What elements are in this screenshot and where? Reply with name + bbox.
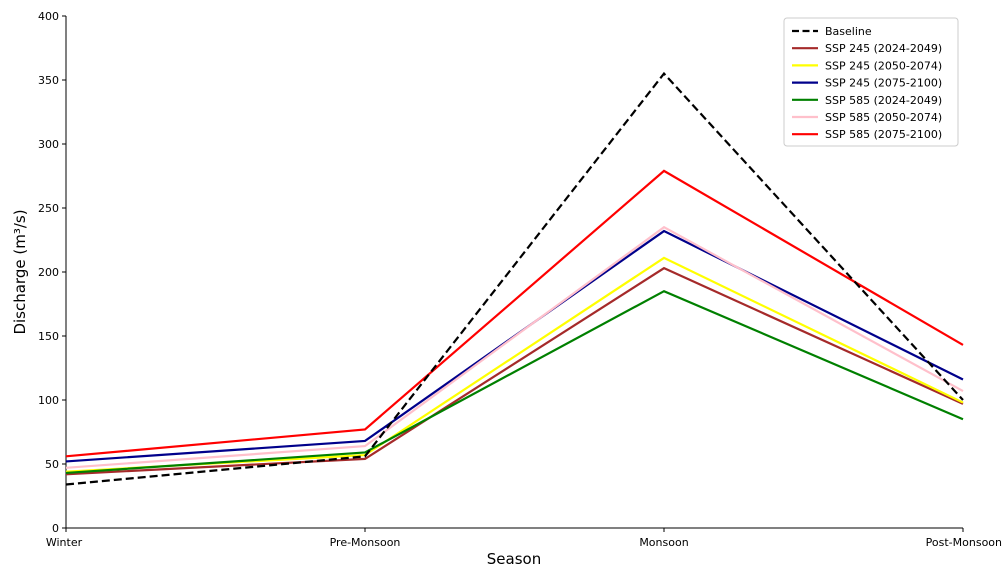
legend-frame <box>783 17 959 147</box>
y-axis-title: Discharge (m³/s) <box>11 209 29 334</box>
legend-label-5: SSP 585 (2050-2074) <box>825 111 942 124</box>
y-tick-label: 300 <box>38 138 59 151</box>
legend-label-2: SSP 245 (2050-2074) <box>825 59 942 72</box>
y-tick-label: 250 <box>38 202 59 215</box>
series-line-1 <box>65 266 964 476</box>
axes: 0 50 100 150 200 250 300 350 400 Winter Pre-Monsoo… <box>38 10 1002 549</box>
y-tick-label: 200 <box>38 266 59 279</box>
legend-label-1: SSP 245 (2024-2049) <box>825 42 942 55</box>
legend: Baseline SSP 245 (2024-2049) SSP 245 (2050… <box>783 17 959 147</box>
legend-label-0: Baseline <box>825 25 872 38</box>
x-tick-label: Winter <box>46 536 83 549</box>
y-tick-label: 0 <box>52 522 59 535</box>
x-axis-title: Season <box>487 550 541 568</box>
series-layer <box>65 71 964 486</box>
series-line-4 <box>65 289 964 475</box>
y-tick-label: 350 <box>38 74 59 87</box>
series-line-6 <box>65 169 964 458</box>
x-tick-label: Monsoon <box>639 536 688 549</box>
legend-label-4: SSP 585 (2024-2049) <box>825 94 942 107</box>
y-tick-label: 150 <box>38 330 59 343</box>
series-line-5 <box>65 225 964 469</box>
x-tick-label: Post-Monsoon <box>926 536 1002 549</box>
legend-label-6: SSP 585 (2075-2100) <box>825 128 942 141</box>
series-line-0 <box>65 71 964 486</box>
y-tick-label: 400 <box>38 10 59 23</box>
y-tick-label: 100 <box>38 394 59 407</box>
x-tick-label: Pre-Monsoon <box>330 536 401 549</box>
y-tick-label: 50 <box>45 458 59 471</box>
legend-label-3: SSP 245 (2075-2100) <box>825 77 942 90</box>
